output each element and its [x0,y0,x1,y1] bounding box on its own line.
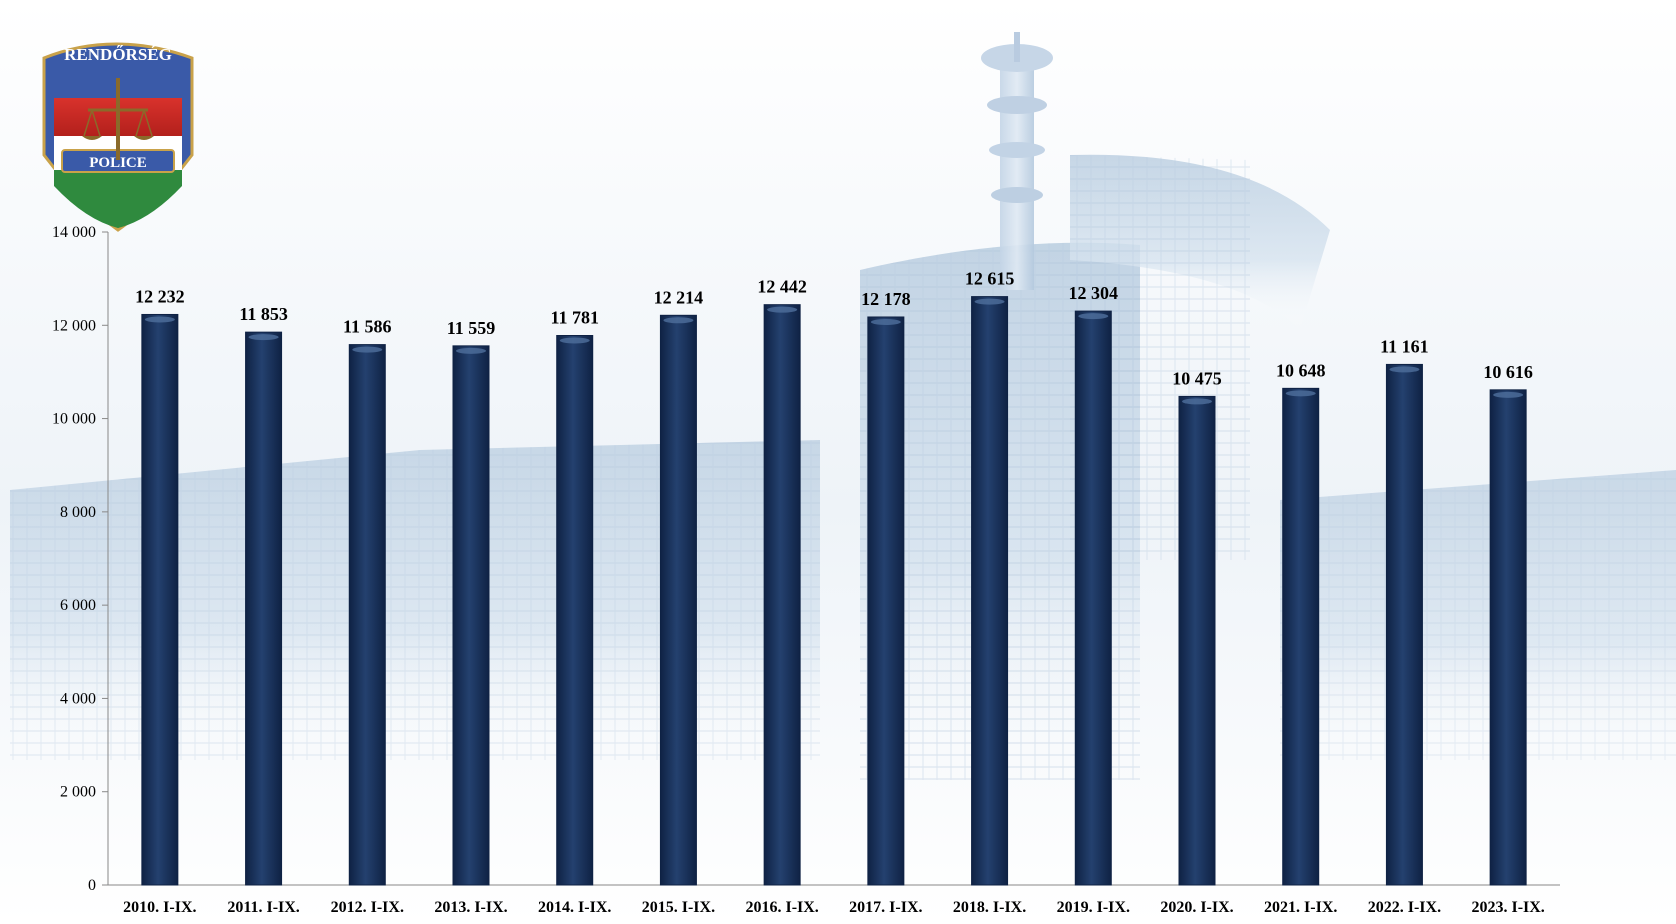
bar [1074,310,1112,886]
x-category-label: 2013. I-IX. [434,899,507,916]
bar-value-label: 11 853 [239,304,288,324]
bar [141,313,179,886]
bar [971,296,1009,886]
y-tick-label: 10 000 [52,411,96,428]
bar-value-label: 10 616 [1483,362,1533,382]
bar [348,344,386,886]
y-tick-label: 0 [88,877,96,894]
bar-value-label: 12 178 [861,289,911,309]
bar-value-label: 12 304 [1069,283,1119,303]
bar-value-label: 10 648 [1276,360,1326,380]
x-category-label: 2023. I-IX. [1471,899,1544,916]
bar-value-label: 12 442 [757,277,807,297]
bar [245,331,283,886]
police-shield-logo: RENDŐRSÉG POLICE [42,42,194,232]
x-category-label: 2010. I-IX. [123,899,196,916]
bar-value-label: 11 781 [550,308,599,328]
y-tick-label: 14 000 [52,224,96,241]
x-category-label: 2021. I-IX. [1264,899,1337,916]
x-category-label: 2022. I-IX. [1368,899,1441,916]
x-category-label: 2019. I-IX. [1057,899,1130,916]
bar-value-label: 12 615 [965,269,1015,289]
bar-value-label: 11 586 [343,317,392,337]
bar-value-label: 11 559 [447,318,496,338]
x-category-label: 2015. I-IX. [642,899,715,916]
bar [452,345,490,886]
logo-top-text: RENDŐRSÉG [64,45,172,64]
logo-bottom-text: POLICE [89,155,147,171]
x-category-label: 2017. I-IX. [849,899,922,916]
bar [1282,387,1320,886]
bar [659,314,697,886]
y-axis-ticks: 0 2 000 4 000 6 000 8 000 10 000 12 000 14 000 [52,224,108,894]
bar-value-label: 12 232 [135,286,185,306]
x-category-label: 2020. I-IX. [1160,899,1233,916]
y-tick-label: 2 000 [60,784,96,801]
bar [867,316,905,886]
y-tick-label: 4 000 [60,690,96,707]
y-tick-label: 12 000 [52,317,96,334]
y-tick-label: 8 000 [60,504,96,521]
bar-value-label: 11 161 [1380,336,1429,356]
bar [556,335,594,886]
bar [1178,395,1216,886]
x-category-label: 2011. I-IX. [227,899,299,916]
bar-value-label: 10 475 [1172,368,1222,388]
x-axis-category-labels: 2010. I-IX. 2011. I-IX. 2012. I-IX. 2013. I… [123,899,1545,916]
bar [1489,389,1527,886]
x-category-label: 2014. I-IX. [538,899,611,916]
data-labels: 12 232 11 853 11 586 11 559 11 781 12 214 12 4… [135,269,1533,389]
x-category-label: 2012. I-IX. [331,899,404,916]
bar-value-label: 12 214 [654,287,704,307]
bar [1385,363,1423,886]
bar-series [141,296,1527,886]
x-category-label: 2016. I-IX. [745,899,818,916]
y-tick-label: 6 000 [60,597,96,614]
bar [763,304,801,886]
x-category-label: 2018. I-IX. [953,899,1026,916]
